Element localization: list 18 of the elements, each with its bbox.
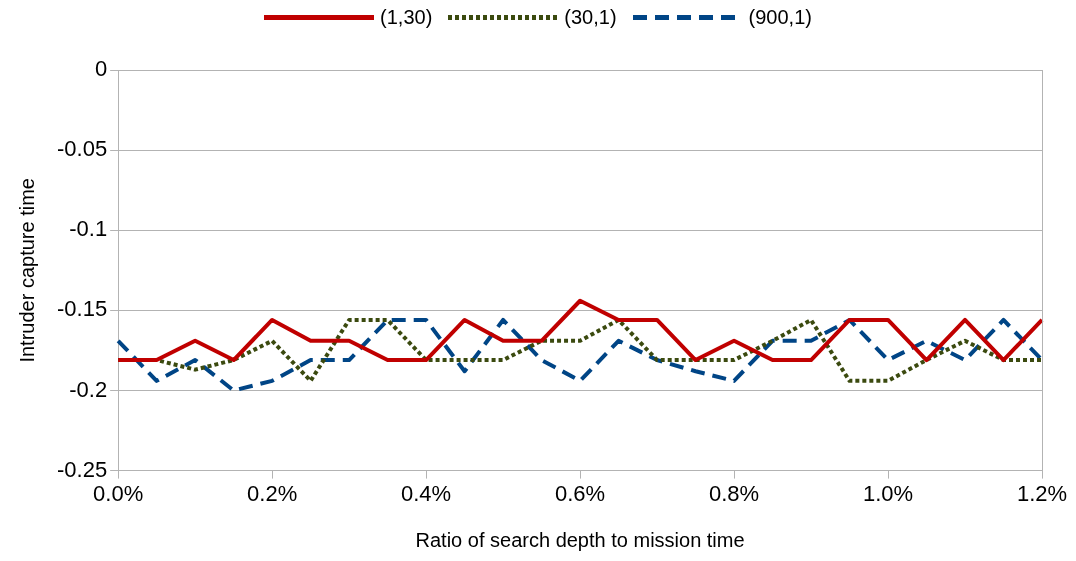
y-tick-label: -0.15 bbox=[56, 296, 108, 322]
y-tick-label: -0.1 bbox=[69, 216, 108, 242]
x-tick-label: 0.8% bbox=[708, 480, 760, 506]
x-tick-label: 0.6% bbox=[554, 480, 606, 506]
legend-label: (30,1) bbox=[564, 6, 617, 29]
legend-label: (1,30) bbox=[380, 6, 433, 29]
legend-label: (900,1) bbox=[748, 6, 812, 29]
y-tick-label: -0.05 bbox=[56, 136, 108, 162]
x-tick-label: 0.2% bbox=[247, 480, 298, 506]
y-tick-label: -0.2 bbox=[69, 376, 108, 402]
y-tick-label: 0 bbox=[94, 56, 108, 82]
y-tick-label: -0.25 bbox=[56, 456, 108, 482]
x-axis-title: Ratio of search depth to mission time bbox=[415, 528, 745, 551]
x-tick-label: 1.0% bbox=[862, 480, 914, 506]
x-tick-label: 0.0% bbox=[93, 480, 144, 506]
y-axis-title: Intruder capture time bbox=[15, 178, 38, 363]
x-tick-label: 0.4% bbox=[401, 480, 452, 506]
x-tick-label: 1.2% bbox=[1016, 480, 1068, 506]
